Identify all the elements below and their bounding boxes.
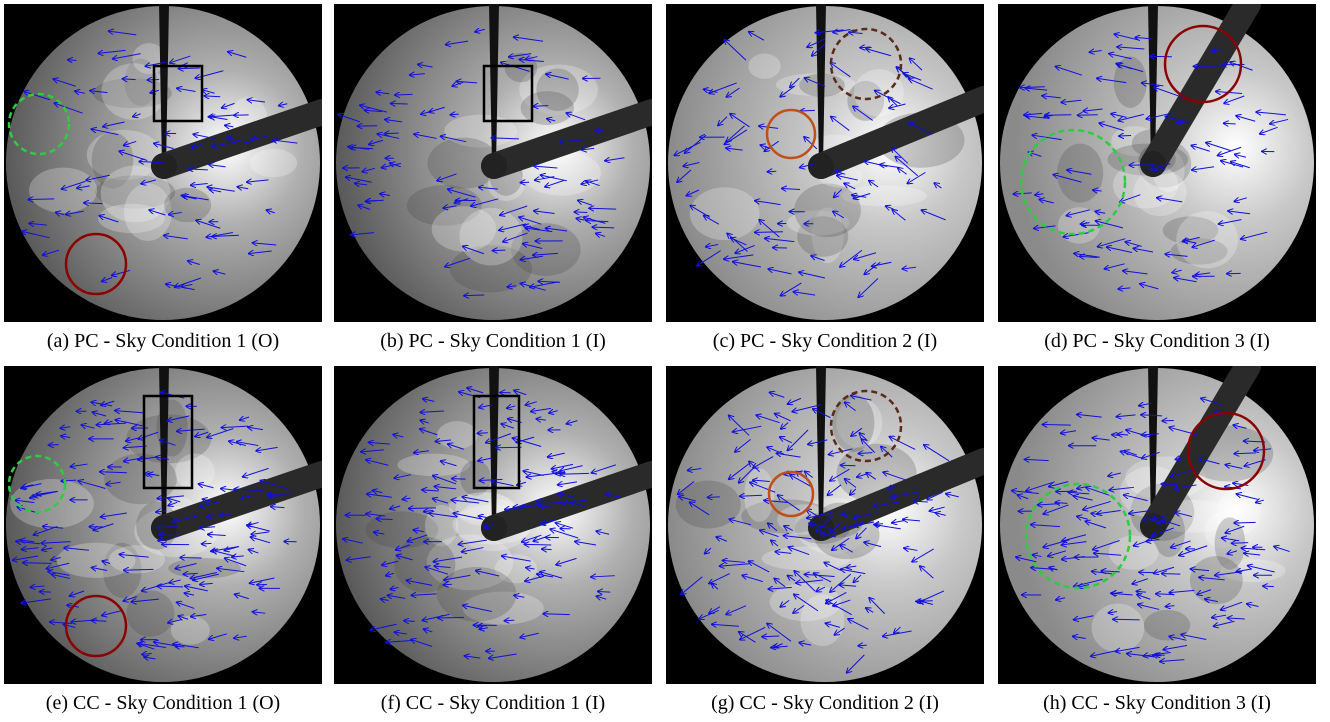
- vector: [28, 199, 54, 200]
- cloud: [1176, 211, 1238, 268]
- vector: [23, 563, 52, 564]
- vector: [860, 47, 870, 48]
- vector: [438, 617, 464, 618]
- vector: [404, 621, 415, 622]
- cloud: [175, 454, 214, 491]
- vector: [1232, 543, 1248, 544]
- vector: [916, 601, 933, 602]
- caption: (g) CC - Sky Condition 2 (I): [659, 692, 991, 715]
- caption: (c) PC - Sky Condition 2 (I): [659, 330, 991, 353]
- sky-image: [334, 366, 652, 684]
- vector: [175, 646, 184, 647]
- vector: [451, 114, 459, 115]
- cloud: [437, 421, 478, 449]
- cloud: [748, 53, 780, 78]
- vector: [533, 106, 548, 107]
- sky-image: [4, 4, 322, 322]
- cloud: [794, 183, 861, 237]
- sky-image: [666, 4, 984, 322]
- vector: [391, 103, 408, 104]
- vector: [1078, 115, 1098, 116]
- cloud: [1092, 603, 1145, 652]
- caption: (d) PC - Sky Condition 3 (I): [991, 330, 1323, 353]
- figure: (a) PC - Sky Condition 1 (O)(b) PC - Sky…: [0, 0, 1330, 722]
- sky-image: [998, 4, 1316, 322]
- vector: [1234, 522, 1255, 523]
- caption: (e) CC - Sky Condition 1 (O): [0, 692, 329, 715]
- vector: [1113, 619, 1139, 620]
- vector: [505, 620, 515, 621]
- arm-pivot: [481, 153, 507, 179]
- cloud: [1190, 556, 1243, 604]
- cloud: [460, 460, 491, 496]
- vector: [49, 445, 59, 446]
- arm-pivot: [481, 515, 507, 541]
- arm-pivot: [808, 515, 834, 541]
- vector: [40, 592, 51, 593]
- arm-pivot: [1140, 151, 1166, 177]
- sky-image: [334, 4, 652, 322]
- vector: [493, 250, 506, 251]
- vector: [1043, 425, 1071, 426]
- cloud: [164, 188, 211, 223]
- vector: [1130, 165, 1155, 166]
- sky-image: [998, 366, 1316, 684]
- caption: (a) PC - Sky Condition 1 (O): [0, 330, 329, 353]
- vector: [858, 645, 866, 646]
- vector: [755, 232, 783, 233]
- vector: [1263, 586, 1274, 587]
- vector: [575, 212, 588, 213]
- cloud: [690, 187, 760, 240]
- arm-pivot: [808, 153, 834, 179]
- cloud: [432, 206, 496, 251]
- vector: [542, 549, 552, 550]
- vector: [1119, 135, 1131, 136]
- vector: [841, 465, 856, 466]
- vector: [219, 515, 230, 516]
- cloud: [250, 149, 297, 177]
- vector: [1045, 115, 1071, 116]
- vector: [395, 94, 413, 95]
- vector: [1162, 574, 1180, 575]
- cloud: [1144, 610, 1190, 641]
- cloud: [10, 479, 94, 529]
- caption: (h) CC - Sky Condition 3 (I): [991, 692, 1323, 715]
- vector: [800, 110, 815, 111]
- sky-image: [4, 366, 322, 684]
- cloud: [29, 168, 97, 213]
- vector: [477, 433, 487, 434]
- vector: [385, 133, 399, 134]
- vector: [768, 171, 777, 172]
- vector: [179, 68, 200, 69]
- vector: [1153, 655, 1161, 656]
- vector: [525, 544, 552, 545]
- cloud: [171, 616, 210, 645]
- caption: (f) CC - Sky Condition 1 (I): [327, 692, 659, 715]
- arm-pivot: [151, 515, 177, 541]
- vector: [202, 543, 212, 544]
- cloud: [397, 454, 470, 476]
- arm-pivot: [151, 153, 177, 179]
- cloud: [1057, 144, 1103, 203]
- sky-image: [666, 366, 984, 684]
- vector: [444, 584, 452, 585]
- caption: (b) PC - Sky Condition 1 (I): [327, 330, 659, 353]
